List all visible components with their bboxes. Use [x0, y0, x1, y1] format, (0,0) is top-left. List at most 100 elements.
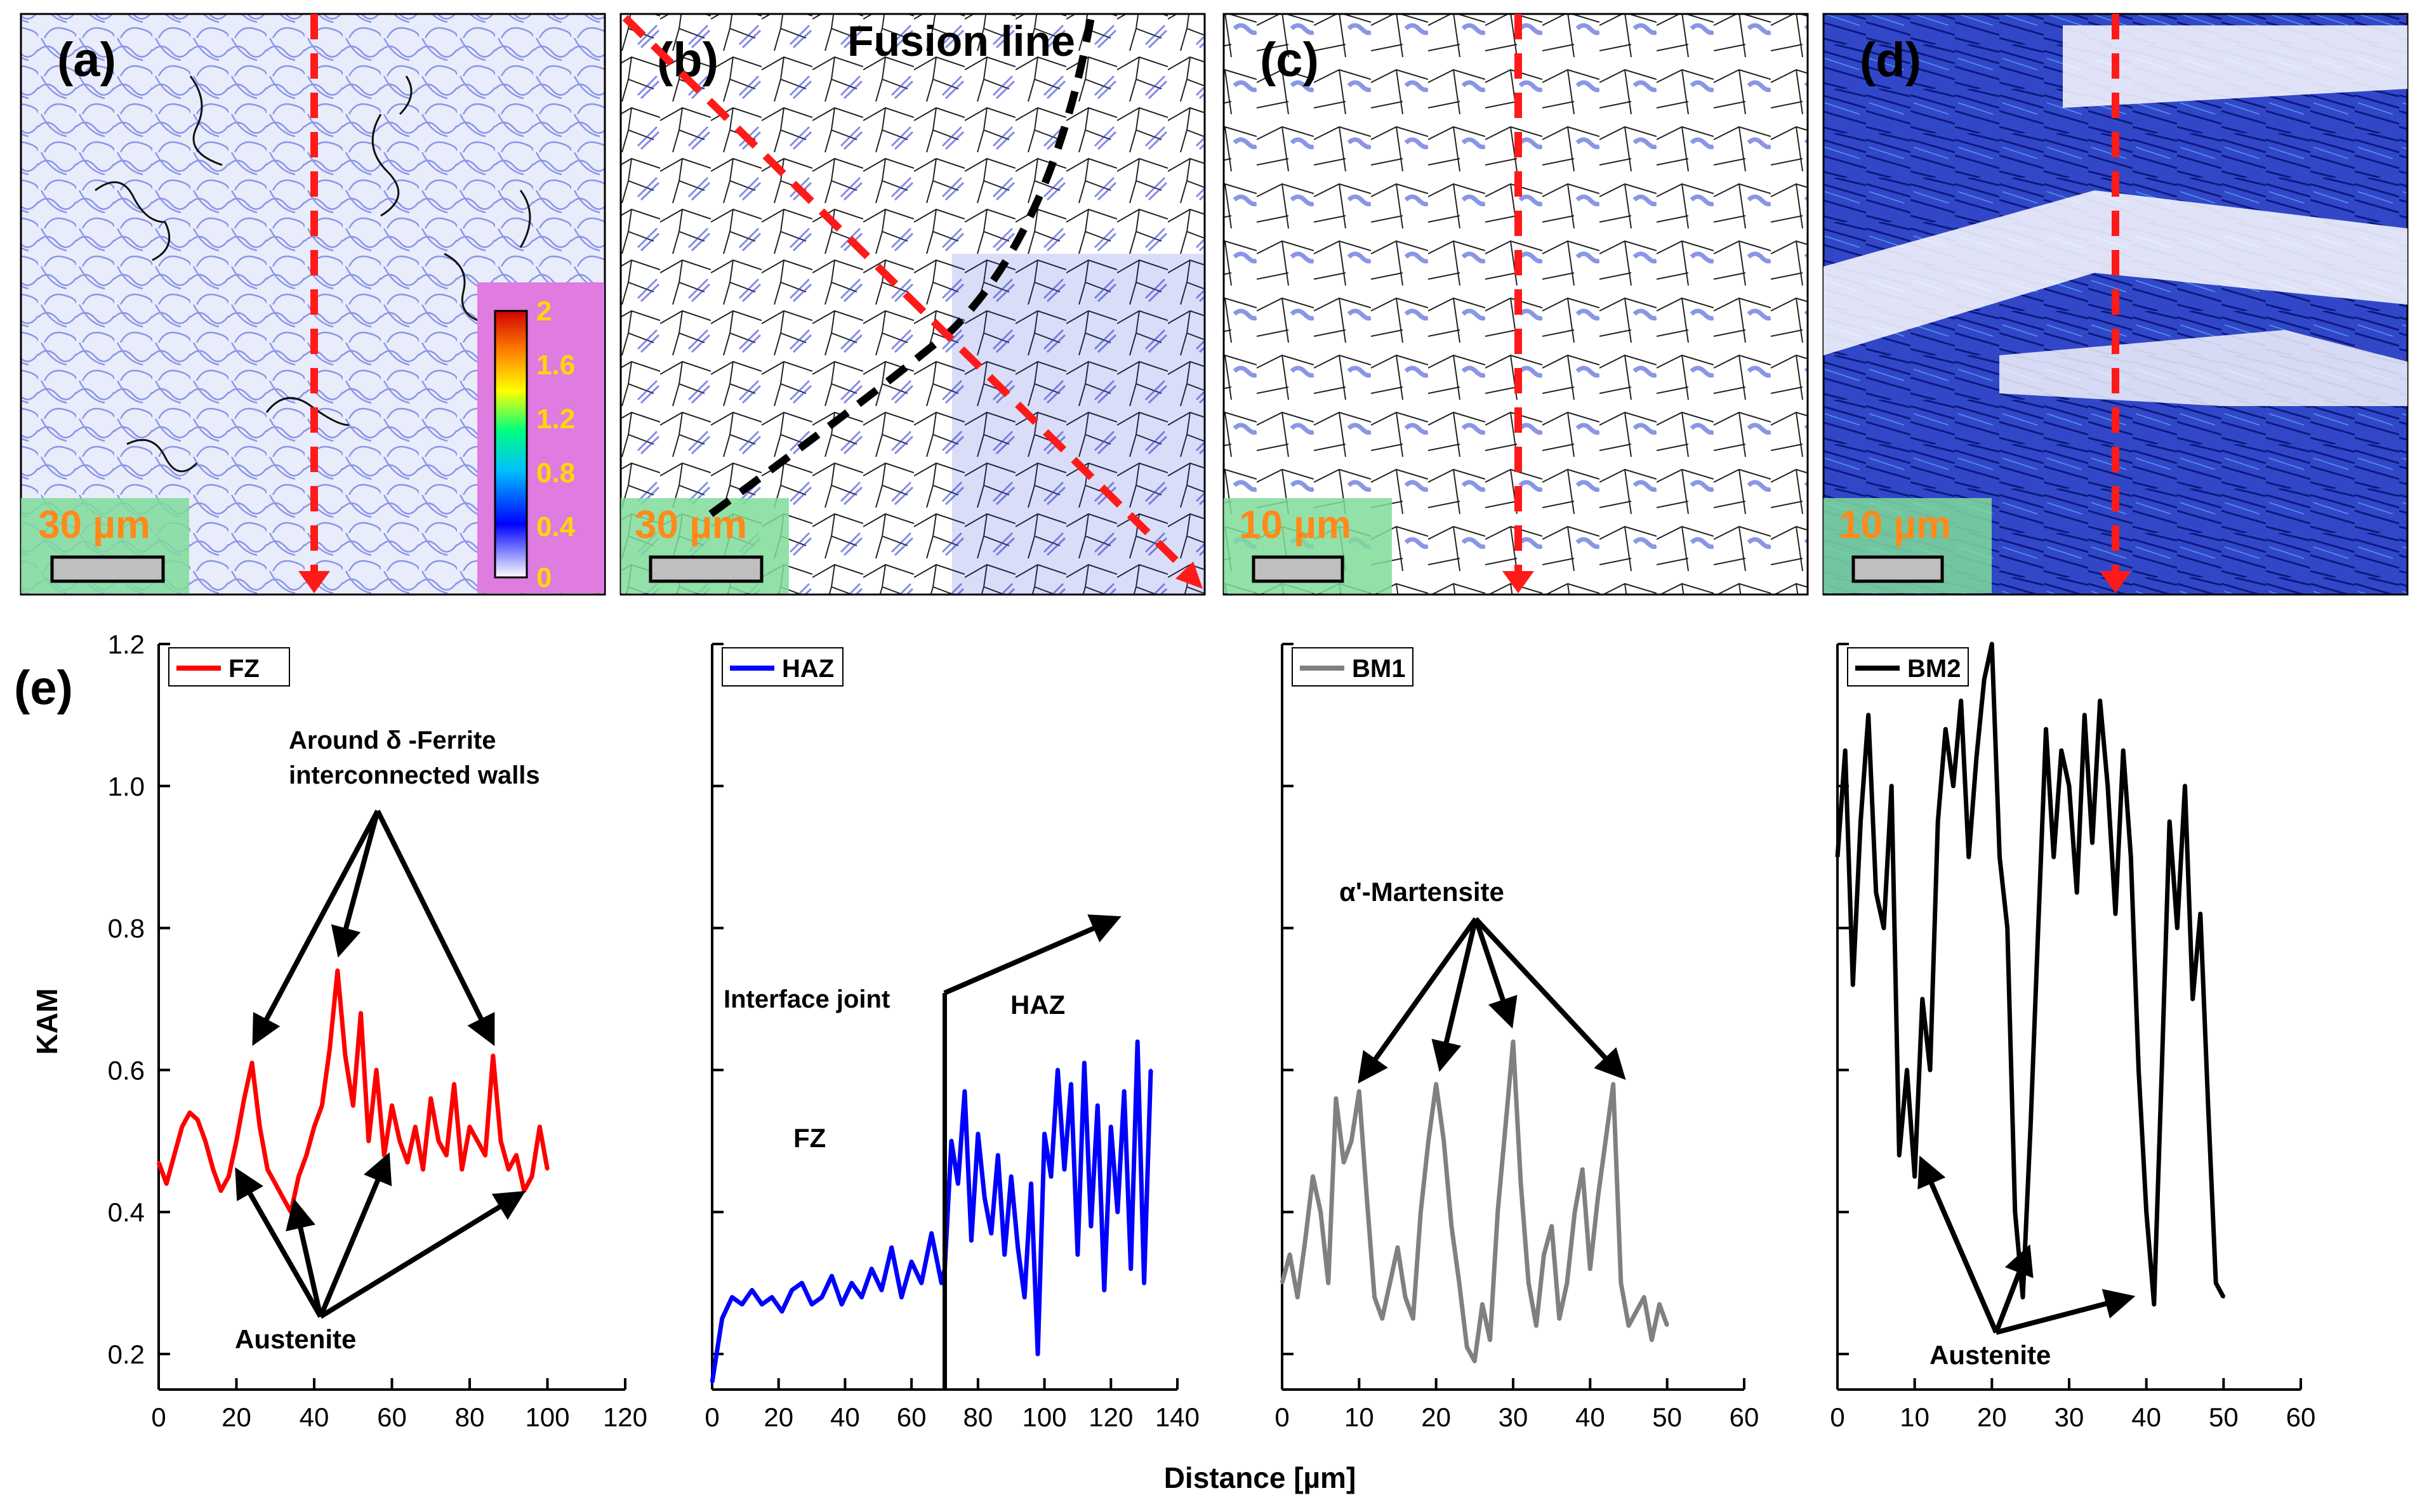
fz-annotations: Around δ -Ferrite interconnected walls A…: [235, 726, 540, 1354]
x-tick-label: 50: [2209, 1402, 2239, 1432]
data-point: [1056, 1068, 1059, 1072]
data-point: [1288, 1253, 1292, 1256]
y-axis-label: KAM: [30, 989, 63, 1055]
x-tick-label: 60: [377, 1402, 407, 1432]
data-point: [460, 1168, 463, 1171]
data-point: [2183, 784, 2187, 787]
data-point: [1967, 855, 1970, 858]
annotation-interface-joint: Interface joint: [724, 985, 890, 1013]
data-point: [1076, 1253, 1079, 1256]
data-point: [468, 1125, 471, 1128]
data-point: [2106, 784, 2109, 787]
data-point: [1373, 1296, 1376, 1299]
y-tick-label: 1.0: [108, 772, 145, 801]
data-point: [1512, 1040, 1514, 1043]
data-point: [2013, 1211, 2016, 1214]
grain-boundaries: [95, 76, 531, 473]
data-point: [1062, 1168, 1066, 1171]
data-point: [2060, 749, 2063, 752]
data-point: [235, 1140, 238, 1143]
data-point: [880, 1289, 884, 1292]
data-point: [1573, 1211, 1577, 1214]
data-point: [1089, 1225, 1092, 1228]
y-tick-label: 0.8: [108, 914, 145, 943]
scan-direction-arrow: [298, 571, 330, 593]
data-point: [2044, 728, 2048, 731]
data-point: [2098, 699, 2101, 702]
x-tick-label: 20: [1977, 1402, 2007, 1432]
data-point: [2137, 1068, 2140, 1072]
data-point: [1883, 926, 1885, 930]
data-point: [336, 969, 339, 972]
data-point: [1023, 1296, 1026, 1299]
haz-annotations: Interface joint FZ HAZ: [724, 914, 1122, 1153]
data-point: [830, 1274, 833, 1277]
annotation-martensite: α'-Martensite: [1339, 877, 1504, 907]
data-point: [1096, 1104, 1099, 1107]
series-line-haz: [710, 1039, 1153, 1383]
data-point: [1003, 1253, 1006, 1256]
data-point: [900, 1296, 903, 1299]
data-point: [220, 1189, 222, 1192]
x-tick-label: 20: [222, 1402, 251, 1432]
x-tick-label: 140: [1155, 1402, 1200, 1432]
data-point: [711, 1381, 713, 1384]
data-point: [1069, 1082, 1073, 1086]
scan-direction-arrow: [1502, 571, 1534, 593]
data-point: [996, 1154, 1000, 1157]
x-tick-label: 0: [151, 1402, 166, 1432]
x-tick-label: 20: [1421, 1402, 1451, 1432]
data-point: [1627, 1324, 1630, 1327]
data-point: [731, 1296, 734, 1299]
data-point: [910, 1260, 913, 1263]
scan-direction-arrow: [1175, 562, 1203, 589]
data-point: [398, 1140, 401, 1143]
bm1-annotations: α'-Martensite: [1339, 877, 1626, 1084]
data-point: [1650, 1338, 1653, 1341]
data-point: [720, 1317, 724, 1320]
data-point: [421, 1168, 425, 1171]
bm2-annotations: Austenite: [1917, 1155, 2136, 1370]
data-point: [1109, 1125, 1113, 1128]
data-point: [1542, 1253, 1545, 1256]
data-point: [1959, 699, 1962, 702]
fusion-line: [708, 13, 1095, 517]
data-point: [305, 1154, 308, 1157]
data-point: [750, 1289, 753, 1292]
data-point: [1129, 1267, 1132, 1270]
data-point: [1527, 1282, 1530, 1285]
data-point: [1296, 1296, 1299, 1299]
data-point: [1867, 713, 1870, 716]
chart-panel-haz: 0 20 40 60 80 100 120 140 HAZ: [705, 643, 1200, 1432]
data-point: [1327, 1282, 1330, 1285]
data-point: [1535, 1324, 1538, 1327]
annotation-austenite-bm2: Austenite: [1929, 1340, 2051, 1370]
data-point: [491, 1055, 494, 1058]
data-point: [1350, 1140, 1353, 1143]
series-line-bm2: [1835, 641, 2226, 1307]
chart-panel-fz: 0.2 0.4 0.6 0.8 1.0 1.2 0 20 40 60 80 100 120 FZ: [108, 629, 647, 1432]
data-point: [2191, 997, 2194, 1001]
legend-label: BM1: [1352, 655, 1405, 683]
colorbar-tick: 0.8: [536, 457, 575, 489]
series-line-bm1: [1280, 1039, 1669, 1364]
data-point: [2052, 855, 2055, 858]
data-point: [1596, 1196, 1599, 1199]
data-point: [266, 1168, 269, 1171]
data-point: [1419, 1211, 1422, 1214]
data-point: [950, 1140, 953, 1143]
data-point: [860, 1296, 863, 1299]
x-tick-label: 10: [1900, 1402, 1929, 1432]
panel-label-a: (a): [57, 33, 116, 87]
data-point: [546, 1168, 549, 1171]
data-point: [211, 1168, 215, 1171]
colorbar-tick: 2: [536, 296, 552, 327]
data-point: [1434, 1082, 1438, 1086]
data-point: [1334, 1097, 1337, 1100]
data-point: [522, 1189, 526, 1192]
data-point: [1519, 1182, 1523, 1185]
data-point: [538, 1125, 541, 1128]
data-point: [484, 1154, 487, 1157]
data-point: [1396, 1246, 1399, 1249]
x-tick-label: 0: [1274, 1402, 1289, 1432]
